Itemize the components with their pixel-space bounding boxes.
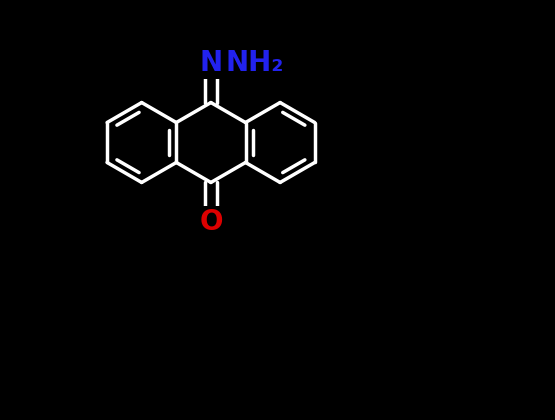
- Text: N: N: [199, 49, 223, 76]
- Text: O: O: [199, 208, 223, 236]
- Text: NH₂: NH₂: [226, 49, 284, 76]
